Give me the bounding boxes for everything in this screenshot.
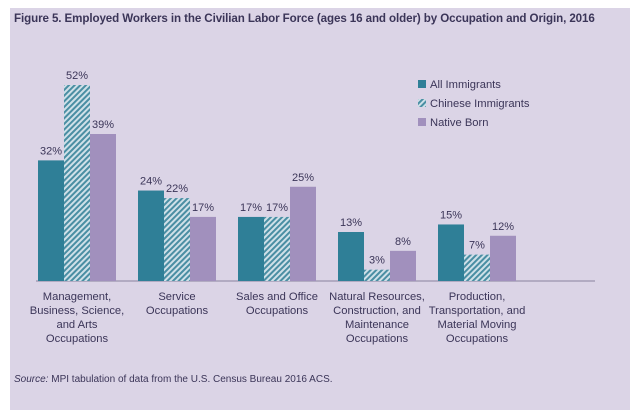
bar-0-1 [138, 190, 164, 281]
category-label: Material Moving [438, 319, 517, 331]
bar-0-3 [338, 232, 364, 281]
legend-label: All Immigrants [430, 79, 501, 91]
legend: All Immigrants Chinese Immigrants Native B… [418, 79, 530, 129]
bar-2-4 [490, 235, 516, 281]
legend-swatch-2 [418, 118, 426, 126]
category-label: Construction, and [333, 305, 421, 317]
category-label: and Arts [56, 319, 97, 331]
category-label: Transportation, and [429, 305, 526, 317]
category-label: Production, [449, 291, 506, 303]
category-label: Occupations [146, 305, 209, 317]
bar-1-1 [164, 198, 190, 281]
category-label: Occupations [346, 333, 409, 345]
category-label: Management, [43, 291, 111, 303]
bar-1-3 [364, 269, 390, 281]
data-label: 7% [469, 240, 485, 252]
category-label: Occupations [46, 333, 109, 345]
bar-2-3 [390, 250, 416, 281]
bar-2-1 [190, 216, 216, 281]
category-label: Business, Science, [30, 305, 125, 317]
category-label: Natural Resources, [329, 291, 425, 303]
category-label: Sales and Office [236, 291, 318, 303]
data-label: 52% [66, 70, 88, 82]
data-label: 32% [40, 145, 62, 157]
bar-2-0 [90, 134, 116, 281]
bars-group [38, 85, 516, 281]
value-labels-group: 32% 52% 39% 24% 22% 17% 17% 17% 25% 13% 3% 8% 15% 7% 1… [40, 70, 514, 267]
data-label: 39% [92, 119, 114, 131]
data-label: 17% [240, 202, 262, 214]
data-label: 12% [492, 221, 514, 233]
chart-title: Figure 5. Employed Workers in the Civili… [14, 12, 595, 25]
category-labels-group: Management, Business, Science, and Arts Occ… [30, 291, 526, 345]
category-label: Occupations [246, 305, 309, 317]
legend-swatch-1 [418, 99, 426, 107]
bar-1-0 [64, 85, 90, 281]
category-label: Occupations [446, 333, 509, 345]
source-text: MPI tabulation of data from the U.S. Cen… [51, 374, 333, 385]
data-label: 24% [140, 176, 162, 188]
bar-0-4 [438, 224, 464, 281]
bar-1-2 [264, 216, 290, 281]
bar-1-4 [464, 254, 490, 281]
data-label: 15% [440, 209, 462, 221]
category-label: Service [158, 291, 195, 303]
legend-label: Native Born [430, 117, 488, 129]
bar-0-0 [38, 160, 64, 281]
data-label: 25% [292, 172, 314, 184]
bar-2-2 [290, 186, 316, 281]
data-label: 17% [192, 202, 214, 214]
category-label: Maintenance [345, 319, 409, 331]
legend-swatch-0 [418, 80, 426, 88]
data-label: 8% [395, 236, 411, 248]
source-label: Source: [14, 374, 49, 385]
bar-0-2 [238, 216, 264, 281]
data-label: 22% [166, 183, 188, 195]
legend-label: Chinese Immigrants [430, 98, 530, 110]
data-label: 3% [369, 255, 385, 267]
data-label: 17% [266, 202, 288, 214]
data-label: 13% [340, 217, 362, 229]
source-note: Source: MPI tabulation of data from the … [14, 374, 333, 385]
